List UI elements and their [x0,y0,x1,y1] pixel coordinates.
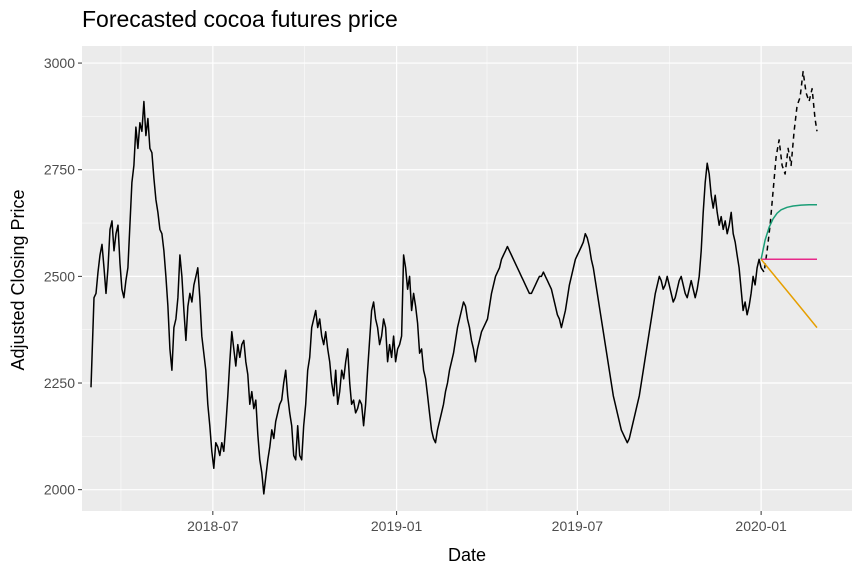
y-tick-label: 2500 [44,268,75,284]
x-tick-label: 2019-01 [371,518,423,534]
tick-labels: 2000 2250 2500 2750 3000 2018-07 2019-01 2019-0… [44,55,787,534]
x-tick-label: 2018-07 [187,518,239,534]
x-tick-label: 2019-07 [552,518,604,534]
y-tick-label: 2000 [44,482,75,498]
axis-ticks [78,62,762,515]
series-line-2 [760,70,818,273]
y-tick-label: 2250 [44,375,75,391]
series-line-1 [90,100,762,495]
y-tick-label: 2750 [44,162,75,178]
series-line-3 [760,203,817,260]
y-axis-title: Adjusted Closing Price [8,189,28,370]
x-tick-label: 2020-01 [735,518,787,534]
plot-panel [82,46,852,511]
y-tick-label: 3000 [44,55,75,71]
major-gridlines [82,46,852,511]
series-line-5 [760,258,818,329]
series-layer [90,70,818,495]
x-axis-title: Date [448,545,486,565]
chart-title: Forecasted cocoa futures price [82,6,398,32]
